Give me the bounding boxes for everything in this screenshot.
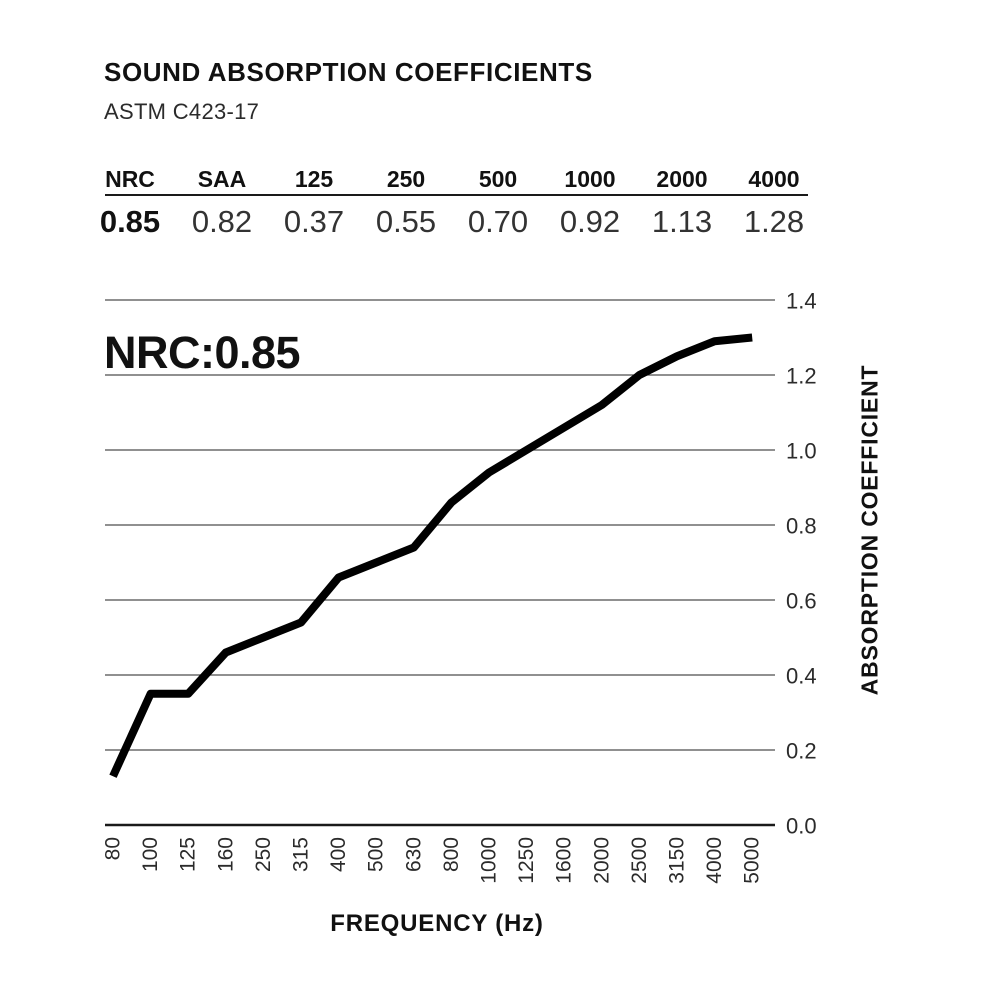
table-value-cell: 0.55 — [375, 204, 437, 239]
x-axis-tick-label: 4000 — [703, 837, 726, 884]
x-axis-tick-label: 1000 — [478, 837, 501, 884]
x-axis-tick-label: 80 — [102, 837, 125, 860]
table-header-cell: 1000 — [564, 166, 616, 192]
table-column: 4000 1.28 — [744, 166, 804, 240]
table-value-cell: 0.70 — [467, 204, 529, 239]
coefficients-table: NRC 0.85 SAA 0.82 125 0.37 250 0.55 500 0.70 1000 0… — [0, 0, 1000, 250]
x-axis-tick-label: 500 — [365, 837, 388, 872]
x-axis-tick-label: 5000 — [741, 837, 764, 884]
y-axis-tick-label: 0.2 — [786, 739, 817, 764]
y-axis-tick-label: 1.4 — [786, 289, 817, 314]
table-header-cell: NRC — [105, 166, 155, 192]
table-value-cell: 0.82 — [191, 204, 253, 239]
x-axis-title: FREQUENCY (Hz) — [330, 910, 544, 937]
table-column: 500 0.70 — [468, 166, 528, 240]
x-axis-tick-label: 1250 — [515, 837, 538, 884]
table-value-cell: 0.37 — [283, 204, 345, 239]
y-axis-tick-label: 1.0 — [786, 439, 817, 464]
table-value-cell: 1.28 — [743, 204, 805, 239]
x-axis-tick-label: 1600 — [553, 837, 576, 884]
x-axis-tick-label: 160 — [214, 837, 237, 872]
y-axis-tick-label: 0.4 — [786, 664, 817, 689]
y-axis-tick-label: 0.0 — [786, 814, 817, 839]
x-axis-tick-label: 800 — [440, 837, 463, 872]
x-axis-tick-label: 315 — [290, 837, 313, 872]
table-value-cell: 0.92 — [559, 204, 621, 239]
page-title: SOUND ABSORPTION COEFFICIENTS — [104, 57, 593, 87]
x-axis-tick-label: 250 — [252, 837, 275, 872]
table-header-cell: 125 — [294, 166, 334, 192]
table-header-cell: SAA — [197, 166, 247, 192]
y-axis-tick-label: 1.2 — [786, 364, 817, 389]
table-header-cell: 4000 — [748, 166, 800, 192]
x-axis-tick-label: 630 — [402, 837, 425, 872]
table-value-cell: 0.85 — [99, 204, 161, 239]
x-axis-tick-label: 400 — [327, 837, 350, 872]
x-axis-tick-label: 3150 — [666, 837, 689, 884]
table-header-cell: 500 — [478, 166, 518, 192]
table-column: NRC 0.85 — [100, 166, 160, 240]
table-header-cell: 2000 — [656, 166, 708, 192]
x-axis-tick-label: 2000 — [590, 837, 613, 884]
x-axis-tick-label: 100 — [139, 837, 162, 872]
table-value-cell: 1.13 — [651, 204, 713, 239]
table-column: SAA 0.82 — [192, 166, 252, 240]
x-axis-tick-label: 2500 — [628, 837, 651, 884]
absorption-curve — [109, 333, 753, 778]
table-column: 250 0.55 — [376, 166, 436, 240]
table-divider-line — [105, 194, 808, 196]
table-column: 125 0.37 — [284, 166, 344, 240]
table-column: 2000 1.13 — [652, 166, 712, 240]
x-axis-tick-label: 125 — [177, 837, 200, 872]
y-axis-tick-label: 0.8 — [786, 514, 817, 539]
y-axis-title: ABSORPTION COEFFICIENT — [856, 364, 883, 696]
table-header-cell: 250 — [386, 166, 426, 192]
nrc-annotation: NRC:0.85 — [104, 327, 301, 378]
astm-standard-subtitle: ASTM C423-17 — [104, 99, 260, 124]
y-axis-tick-label: 0.6 — [786, 589, 817, 614]
table-column: 1000 0.92 — [560, 166, 620, 240]
